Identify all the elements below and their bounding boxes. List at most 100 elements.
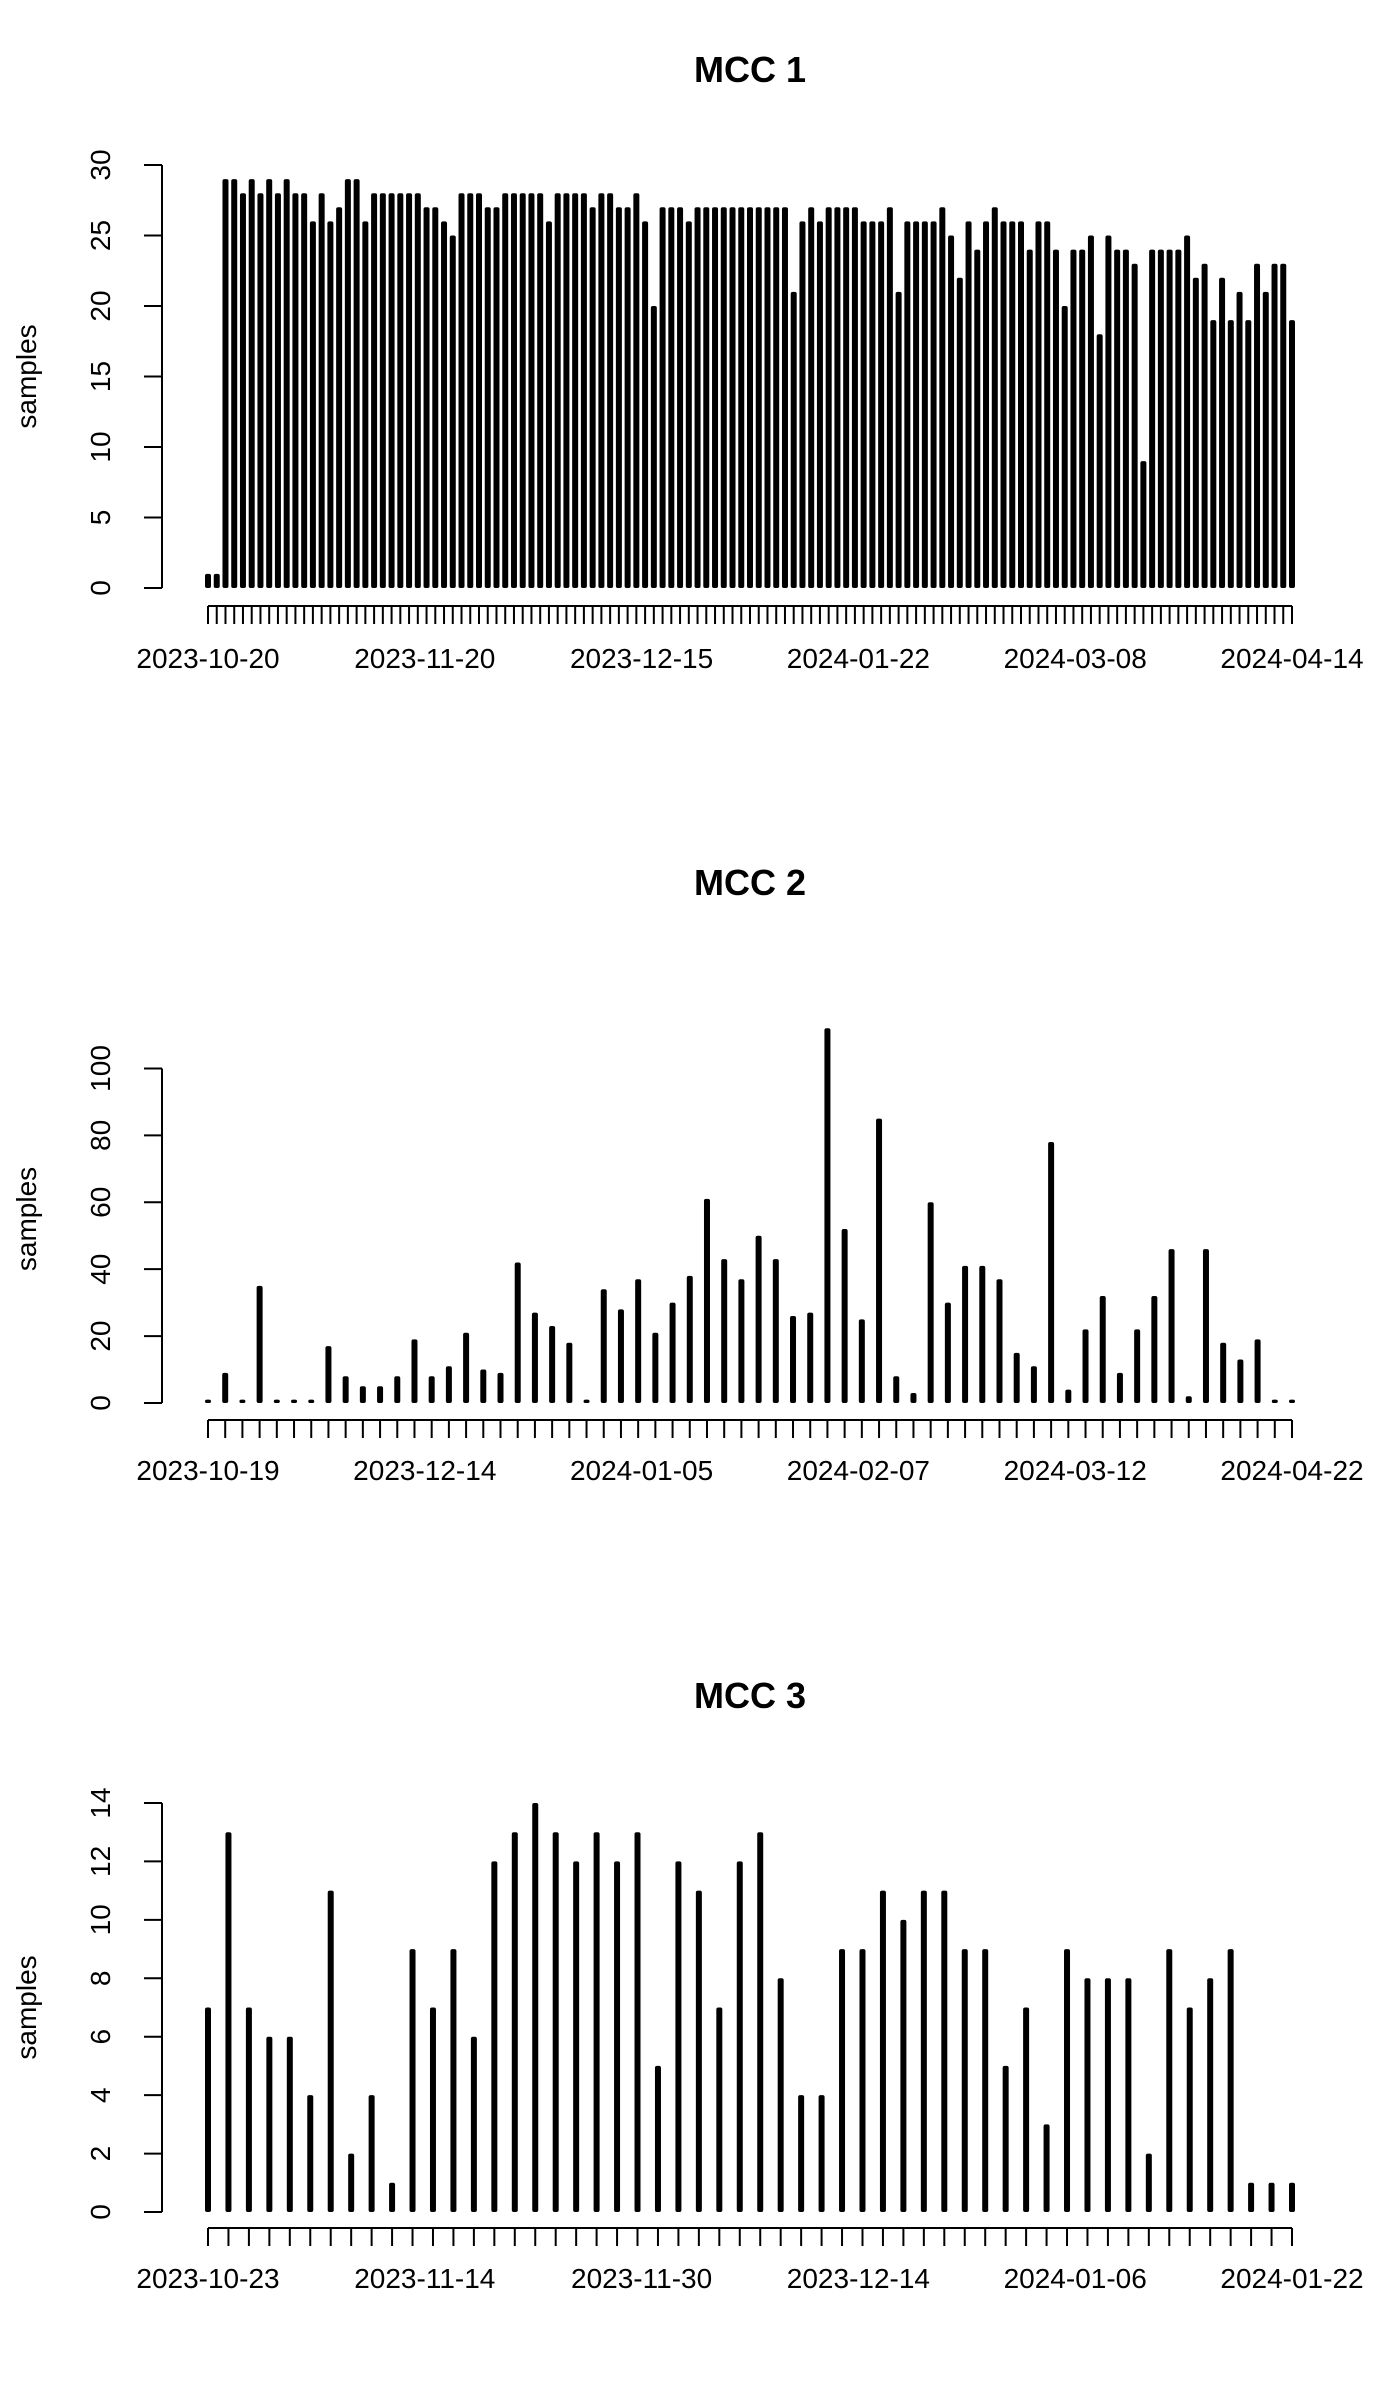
bar [397, 193, 404, 588]
bar [677, 207, 684, 589]
bar [635, 1279, 642, 1403]
bar [834, 207, 841, 589]
bar [736, 1861, 743, 2212]
bar [790, 291, 797, 588]
bar [1052, 249, 1059, 588]
bar [841, 1229, 848, 1403]
bar [930, 221, 937, 588]
y-tick-label: 0 [85, 580, 116, 596]
x-tick-label: 2024-03-08 [1004, 643, 1147, 674]
bar [291, 1399, 298, 1403]
bar [876, 1118, 883, 1403]
bar [245, 2007, 252, 2212]
bar [266, 179, 273, 588]
bar [379, 193, 386, 588]
x-tick-label: 2024-01-05 [570, 1455, 713, 1486]
bar [642, 221, 649, 588]
bar [755, 207, 762, 589]
bar [1116, 1372, 1123, 1403]
bar [1227, 320, 1234, 588]
bar [712, 207, 719, 589]
bar [1026, 249, 1033, 588]
bar [1202, 1249, 1209, 1403]
bar [721, 1259, 728, 1403]
x-tick-label: 2024-01-22 [1220, 2263, 1363, 2294]
bar [1219, 277, 1226, 588]
bar [1254, 1339, 1261, 1403]
bars [205, 1803, 1295, 2212]
bar [580, 193, 587, 588]
bar [1227, 1949, 1234, 2212]
bar [895, 291, 902, 588]
y-tick-label: 10 [85, 431, 116, 462]
bar [996, 1279, 1003, 1403]
bar [607, 193, 614, 588]
bar [1035, 221, 1042, 588]
bar [480, 1369, 487, 1403]
bar [1043, 2124, 1050, 2212]
bar [904, 221, 911, 588]
x-tick-label: 2024-03-12 [1004, 1455, 1147, 1486]
bar [1166, 249, 1173, 588]
bar [982, 1949, 989, 2212]
y-tick-label: 10 [85, 1904, 116, 1935]
bar [1030, 1366, 1037, 1403]
x-tick-label: 2024-04-14 [1220, 643, 1363, 674]
bar [353, 179, 360, 588]
bar [1201, 263, 1208, 588]
bar [910, 1392, 917, 1403]
bar [747, 207, 753, 589]
bar [239, 1399, 246, 1403]
bar [388, 193, 395, 588]
y-tick-label: 6 [85, 2029, 116, 2045]
bar [432, 207, 439, 589]
bar [318, 193, 325, 588]
bar [325, 1346, 332, 1403]
y-tick-label: 0 [85, 1395, 116, 1411]
bar [441, 221, 448, 588]
bar [1122, 249, 1129, 588]
bar [514, 1262, 521, 1403]
y-tick-label: 60 [85, 1187, 116, 1218]
bar [1185, 1396, 1192, 1403]
y-axis-label: samples [11, 1167, 42, 1271]
bar [807, 1312, 814, 1403]
bar [1087, 235, 1094, 588]
bar [1145, 2153, 1152, 2212]
bar [633, 193, 640, 588]
bar [1140, 461, 1147, 588]
bar [463, 1332, 470, 1403]
x-tick-label: 2023-12-15 [570, 643, 713, 674]
bar [470, 2036, 477, 2212]
bar [589, 207, 596, 589]
bar [266, 2036, 273, 2212]
bar [449, 235, 456, 588]
bar [414, 193, 421, 588]
y-tick-label: 40 [85, 1254, 116, 1285]
bar [502, 193, 509, 588]
bar [205, 1399, 211, 1403]
bars [205, 1028, 1295, 1403]
bar [409, 1949, 416, 2212]
bar [389, 2182, 396, 2212]
bar [1289, 2182, 1295, 2212]
bar [445, 1366, 452, 1403]
bar [615, 207, 622, 589]
bar [377, 1386, 384, 1403]
bar [1184, 235, 1191, 588]
bar [1079, 249, 1086, 588]
bar [1096, 334, 1103, 588]
bar [983, 221, 990, 588]
bar [1048, 1142, 1055, 1403]
bar [614, 1861, 621, 2212]
chart-title: MCC 3 [694, 1675, 806, 1716]
bar [798, 2095, 805, 2212]
bar [1061, 306, 1068, 588]
y-tick-label: 25 [85, 220, 116, 251]
bar [1099, 1295, 1106, 1403]
y-tick-label: 5 [85, 510, 116, 526]
bar [878, 221, 885, 588]
bar [257, 193, 264, 588]
bar [1084, 1978, 1091, 2212]
